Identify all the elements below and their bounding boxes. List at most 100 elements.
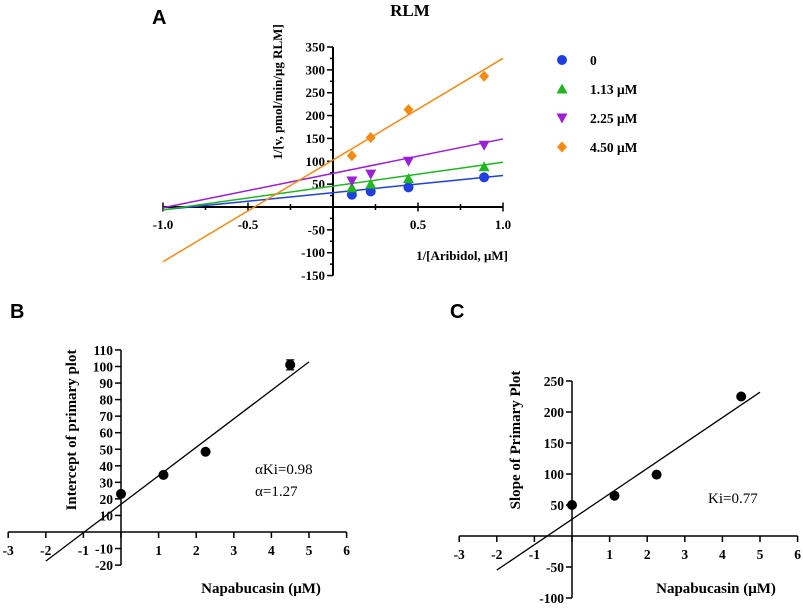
data-point-a-0	[479, 172, 490, 183]
data-point-b	[116, 488, 126, 499]
x-tick-label-b: 5	[306, 543, 313, 558]
data-point-a-3	[365, 132, 376, 144]
data-point-a-1	[365, 178, 377, 189]
y-tick-label-c: 100	[544, 467, 565, 482]
fit-line-a-3	[162, 57, 504, 263]
x-axis-label-c: Napabucasin (μM)	[656, 581, 776, 597]
y-tick-label-c: 200	[544, 405, 565, 420]
data-point-b	[200, 446, 211, 457]
x-tick-label-c: 6	[794, 547, 801, 562]
y-tick-label-b: -10	[95, 542, 113, 557]
y-tick-label-b: 20	[100, 492, 114, 507]
y-tick-label-b: 40	[100, 459, 114, 474]
legend-marker-3	[557, 141, 567, 153]
y-tick-label-a: 300	[306, 62, 326, 77]
y-tick-label-a: -100	[301, 245, 325, 260]
y-tick-label-a: 100	[306, 154, 326, 169]
x-tick-label-a: 0.5	[410, 217, 427, 232]
y-axis-label-b: Intercept of primary plot	[64, 350, 80, 511]
x-tick-label-b: -3	[3, 543, 14, 558]
fit-line-a-2	[162, 138, 504, 209]
x-tick-label-b: 3	[230, 543, 237, 558]
x-axis-label-a: 1/[Aribidol, μM]	[416, 248, 508, 263]
x-tick-label-c: 1	[606, 547, 613, 562]
y-tick-label-a: 200	[306, 108, 326, 123]
panel-letter-b: B	[10, 301, 24, 323]
y-axis-label-a: 1/[v, pmol/min/μg RLM]	[270, 24, 285, 160]
x-tick-label-c: 4	[719, 547, 726, 562]
y-tick-label-b: -20	[95, 558, 113, 573]
x-tick-label-a: -1.0	[153, 217, 174, 232]
panel-letter-a: A	[152, 7, 166, 29]
data-point-a-2	[346, 176, 358, 187]
y-tick-label-b: 100	[93, 360, 114, 375]
y-axis-label-c: Slope of Primary Plot	[508, 371, 524, 510]
chart-a-title: RLM	[390, 1, 430, 20]
x-tick-label-b: 6	[343, 543, 350, 558]
legend-label-2: 2.25 μM	[590, 111, 638, 126]
legend-label-3: 4.50 μM	[590, 140, 638, 155]
fit-line-b	[45, 361, 310, 562]
y-tick-label-c: 50	[551, 498, 565, 513]
y-tick-label-c: -100	[539, 591, 564, 606]
chart-a: -1.0 -0.5 0.5 1.0-150-100-50501001502002503…	[153, 24, 638, 283]
x-tick-label-c: 5	[757, 547, 764, 562]
y-tick-label-b: 50	[100, 442, 114, 457]
data-point-c	[651, 469, 662, 480]
data-point-a-3	[346, 150, 357, 162]
data-point-a-0	[403, 182, 414, 193]
data-point-a-0	[365, 186, 376, 197]
data-point-c	[609, 490, 620, 501]
y-tick-label-a: 250	[306, 85, 326, 100]
data-point-b	[285, 359, 296, 370]
y-tick-label-b: 70	[100, 409, 114, 424]
annotation-b: α=1.27	[255, 484, 298, 500]
y-tick-label-a: -150	[301, 268, 325, 283]
data-point-c	[736, 391, 747, 402]
y-tick-label-a: 350	[306, 40, 326, 55]
data-point-a-3	[403, 104, 414, 116]
legend-marker-1	[556, 83, 568, 94]
y-tick-label-c: 150	[544, 436, 565, 451]
data-point-a-2	[478, 140, 490, 151]
chart-c: -3 -2 -1 1 2 3 4 5 6 -100 -50 50 100 150 200 250 Ki=0.77…	[454, 371, 802, 606]
x-tick-label-b: 4	[268, 543, 275, 558]
x-axis-label-b: Napabucasin (μM)	[201, 581, 321, 597]
legend-label-1: 1.13 μM	[590, 82, 638, 97]
y-tick-label-b: 90	[100, 376, 114, 391]
data-point-a-2	[402, 156, 414, 167]
x-tick-label-a: 1.0	[495, 217, 511, 232]
x-tick-label-c: 3	[681, 547, 688, 562]
fit-line-a-1	[162, 161, 504, 211]
chart-b: -3-2-1123456-20-101020304050607080901001…	[3, 343, 351, 597]
legend-marker-2	[556, 113, 568, 124]
y-tick-label-b: 80	[100, 393, 114, 408]
fit-line-a-0	[162, 174, 504, 211]
data-point-a-3	[479, 70, 490, 82]
x-tick-label-b: 2	[193, 543, 200, 558]
data-point-a-1	[478, 161, 490, 172]
data-point-c	[567, 500, 577, 510]
annotation-b: αKi=0.98	[255, 462, 313, 478]
data-point-a-1	[346, 182, 358, 193]
fit-line-c	[496, 391, 761, 571]
x-tick-label-b: -1	[78, 543, 89, 558]
data-point-a-1	[402, 173, 414, 184]
y-tick-label-c: -50	[546, 560, 564, 575]
legend-marker-0	[557, 55, 567, 65]
y-tick-label-c: 250	[544, 374, 565, 389]
x-tick-label-c: -1	[529, 547, 540, 562]
x-tick-label-c: 2	[644, 547, 651, 562]
y-tick-label-b: 110	[93, 343, 113, 358]
annotation-c: Ki=0.77	[708, 491, 758, 507]
y-tick-label-a: 150	[306, 131, 326, 146]
y-tick-label-b: 30	[100, 475, 114, 490]
data-point-b	[158, 469, 169, 480]
legend-label-0: 0	[590, 53, 597, 68]
x-tick-label-a: -0.5	[238, 217, 259, 232]
x-tick-label-c: -3	[454, 547, 465, 562]
panel-letter-c: C	[450, 301, 464, 323]
y-tick-label-b: 60	[100, 426, 114, 441]
x-tick-label-b: -2	[40, 543, 51, 558]
